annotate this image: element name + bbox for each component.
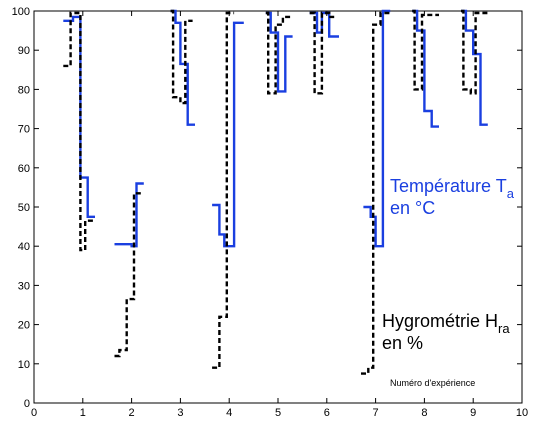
annotation-temperature-sub: a xyxy=(507,186,515,201)
x-tick-label: 4 xyxy=(226,407,232,419)
annotation-temperature-unit: en °C xyxy=(390,198,435,218)
x-tick-label: 7 xyxy=(373,407,379,419)
x-tick-label: 10 xyxy=(516,407,528,419)
y-tick-label: 100 xyxy=(12,6,30,18)
y-tick-label: 30 xyxy=(18,280,30,292)
axis-note: Numéro d'expérience xyxy=(390,378,475,388)
y-tick-label: 40 xyxy=(18,241,30,253)
y-tick-label: 90 xyxy=(18,45,30,57)
y-tick-label: 50 xyxy=(18,202,30,214)
humidity-series-segment-5 xyxy=(265,11,291,95)
x-tick-label: 6 xyxy=(324,407,330,419)
humidity-series-segment-7 xyxy=(361,11,391,375)
x-tick-label: 3 xyxy=(177,407,183,419)
humidity-series-segment-6 xyxy=(309,11,337,95)
temperature-series-segment-3 xyxy=(170,9,195,126)
y-tick-label: 60 xyxy=(18,163,30,175)
humidity-series-segment-1 xyxy=(63,11,95,252)
temperature-series-segment-5 xyxy=(265,11,293,93)
humidity-series-segment-9 xyxy=(461,9,488,95)
data-series xyxy=(63,9,488,375)
annotation-temperature-text: Température T xyxy=(390,176,507,196)
x-tick-label: 0 xyxy=(31,407,37,419)
x-tick-label: 2 xyxy=(129,407,135,419)
annotation-humidity: Hygrométrie Hra xyxy=(382,311,510,336)
temperature-series-segment-8 xyxy=(412,9,439,128)
annotation-humidity-text: Hygrométrie H xyxy=(382,311,498,331)
x-tick-label: 8 xyxy=(421,407,427,419)
x-tick-label: 5 xyxy=(275,407,281,419)
temperature-series-segment-4 xyxy=(212,21,244,248)
x-tick-label: 1 xyxy=(80,407,86,419)
y-tick-label: 10 xyxy=(18,359,30,371)
humidity-series-segment-4 xyxy=(212,11,235,369)
y-tick-label: 70 xyxy=(18,124,30,136)
y-tick-label: 80 xyxy=(18,84,30,96)
y-tick-label: 0 xyxy=(24,398,30,410)
annotation-humidity-unit: en % xyxy=(382,333,423,353)
annotation-temperature: Température Ta xyxy=(390,176,515,201)
temperature-series-segment-9 xyxy=(461,9,488,126)
humidity-series-segment-3 xyxy=(170,9,193,105)
y-tick-label: 20 xyxy=(18,320,30,332)
x-tick-label: 9 xyxy=(470,407,476,419)
temperature-series-segment-7 xyxy=(363,9,391,248)
humidity-series-segment-8 xyxy=(412,9,439,91)
humidity-series-segment-2 xyxy=(114,192,142,358)
annotation-humidity-sub: ra xyxy=(498,321,510,336)
